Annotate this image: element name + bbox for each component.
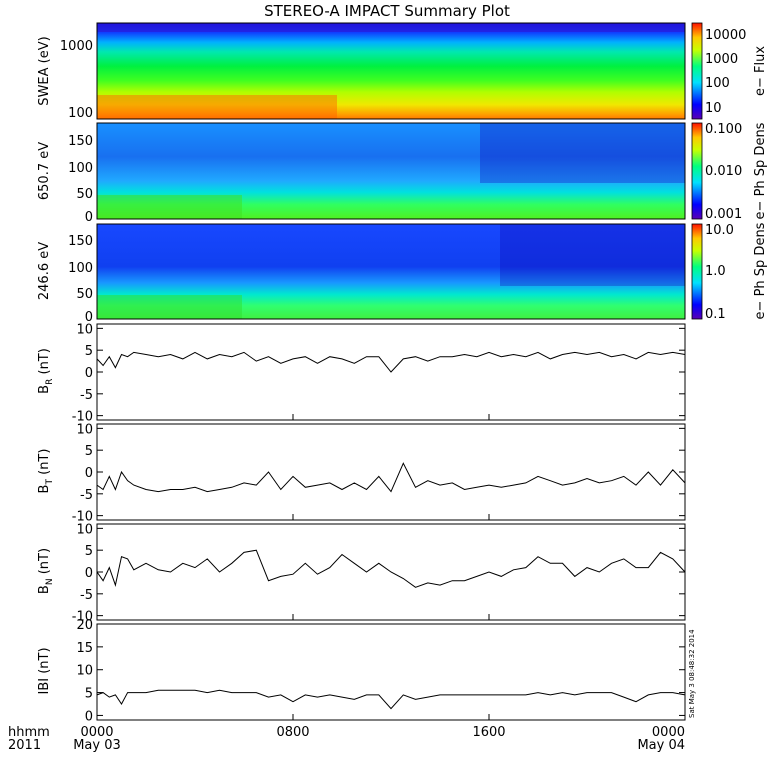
bn-ytick-label: -10 (72, 610, 93, 625)
swea-colorbar-tick: 100 (705, 76, 730, 91)
pad-650-ytick-label: 150 (68, 134, 93, 149)
pad-650-frame (96, 122, 686, 220)
swea-colorbar-label: e− Flux (753, 46, 768, 96)
bmag-frame (96, 623, 686, 721)
xaxis-row2-label: 2011 (8, 738, 41, 753)
pad-246-colorbar-tick: 1.0 (705, 264, 726, 279)
pad-246-colorbar (691, 223, 703, 320)
pad-650-ylabel: 650.7 eV (37, 142, 52, 200)
swea-hot-region (97, 95, 337, 119)
bn-series-line (96, 549, 686, 588)
pad-650-colorbar-tick: 0.100 (705, 122, 742, 137)
swea-ylabel: SWEA (eV) (37, 36, 52, 105)
bt-frame (96, 423, 686, 521)
xaxis-tick-date: May 03 (73, 738, 121, 753)
pad-246-frame (96, 223, 686, 320)
pad-246-ytick-label: 0 (85, 310, 93, 325)
pad-650-colorbar-label: e− Ph Sp Dens (753, 122, 768, 219)
swea-ytick-label: 1000 (60, 39, 93, 54)
pad-246-ytick-label: 100 (68, 261, 93, 276)
pad-246-panel: 246.6 eV 150 100 50 0 10.0 1.0 0.1 e− Ph… (37, 222, 768, 325)
bn-ytick-label: 0 (85, 566, 93, 581)
pad-650-colorbar-tick: 0.010 (705, 164, 742, 179)
br-ytick-label: 0 (85, 366, 93, 381)
pad-650-ytick-label: 100 (68, 161, 93, 176)
br-ytick-label: -5 (80, 388, 93, 403)
bmag-ytick-label: 10 (76, 664, 93, 679)
pad-650-panel: 650.7 eV 150 100 50 0 0.100 0.010 0.001 … (37, 122, 768, 225)
pad-246-ytick-label: 150 (68, 234, 93, 249)
bt-ytick-label: 0 (85, 466, 93, 481)
xaxis-tick-time: 0800 (276, 725, 309, 740)
pad-650-colorbar-tick: 0.001 (705, 207, 742, 222)
pad-246-ylabel: 246.6 eV (37, 242, 52, 300)
bmag-ytick-label: 20 (76, 618, 93, 633)
bt-series-line (96, 462, 686, 493)
br-ytick-label: -10 (72, 410, 93, 425)
bmag-ytick-label: 5 (85, 687, 93, 702)
xaxis-tick-time: 0000 (652, 725, 685, 740)
pad-246-colorbar-tick: 0.1 (705, 307, 726, 322)
pad-650-colorbar (691, 122, 703, 220)
swea-colorbar (691, 22, 703, 120)
swea-frame (96, 22, 686, 120)
bt-ytick-label: -5 (80, 488, 93, 503)
pad-650-ytick-label: 50 (76, 187, 93, 202)
swea-spectrogram-panel: SWEA (eV) 1000 100 10000 1000 100 10 e− … (37, 22, 768, 121)
bn-ytick-label: 10 (76, 522, 93, 537)
pad-246-dark-region (500, 224, 685, 286)
swea-colorbar-tick: 10000 (705, 28, 746, 43)
bn-ytick-label: 5 (85, 544, 93, 559)
plot-title: STEREO-A IMPACT Summary Plot (264, 2, 510, 20)
bt-ytick-label: -10 (72, 510, 93, 525)
bmag-ytick-label: 15 (76, 641, 93, 656)
bt-ytick-label: 10 (76, 422, 93, 437)
pad-246-colorbar-tick: 10.0 (705, 223, 734, 238)
pad-650-dark-region (480, 123, 685, 183)
swea-top-band (97, 23, 685, 32)
xaxis-row1-label: hhmm (8, 725, 50, 740)
swea-colorbar-tick: 1000 (705, 52, 738, 67)
bn-ylabel: BN (nT) (37, 548, 55, 594)
xaxis-tick-time: 0000 (80, 725, 113, 740)
xaxis-tick-time: 1600 (472, 725, 505, 740)
br-series-line (96, 351, 686, 373)
swea-colorbar-tick: 10 (705, 101, 722, 116)
pad-650-ytick-label: 0 (85, 210, 93, 225)
timestamp-footnote: Sat May 3 08:48:32 2014 (688, 629, 696, 718)
bmag-series-line (96, 689, 686, 710)
pad-650-low-pitch-band (97, 195, 242, 219)
swea-spectrogram (97, 23, 685, 119)
bt-ylabel: BT (nT) (37, 449, 55, 494)
br-ylabel: BR (nT) (37, 348, 55, 394)
bmag-ylabel: IBI (nT) (37, 647, 52, 694)
bn-ytick-label: -5 (80, 588, 93, 603)
xaxis-tick-date: May 04 (637, 738, 685, 753)
br-ytick-label: 10 (76, 322, 93, 337)
br-ytick-label: 5 (85, 344, 93, 359)
pad-246-ytick-label: 50 (76, 287, 93, 302)
pad-246-colorbar-label: e− Ph Sp Dens (753, 222, 768, 319)
bmag-ytick-label: 0 (85, 709, 93, 724)
swea-ytick-label: 100 (68, 106, 93, 121)
pad-246-low-pitch-band (97, 295, 242, 319)
bt-ytick-label: 5 (85, 444, 93, 459)
